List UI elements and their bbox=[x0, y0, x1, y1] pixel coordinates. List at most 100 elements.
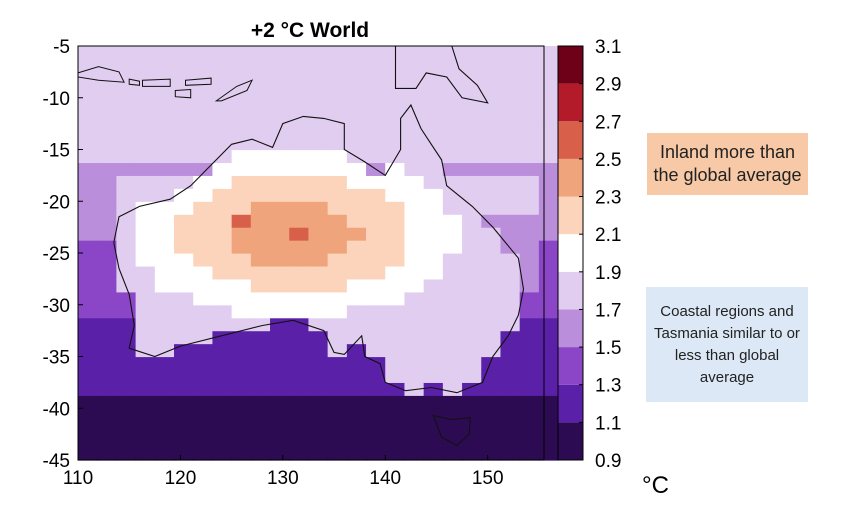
heatmap-cell bbox=[270, 278, 290, 293]
heatmap-cell bbox=[270, 343, 290, 358]
heatmap-cell bbox=[366, 71, 386, 86]
heatmap-cell bbox=[193, 291, 214, 306]
heatmap-cell bbox=[404, 291, 425, 306]
heatmap-cell bbox=[481, 278, 502, 293]
heatmap-cell bbox=[327, 317, 348, 332]
heatmap-cell bbox=[154, 201, 175, 215]
heatmap-cell bbox=[327, 58, 348, 73]
heatmap-cell bbox=[519, 46, 540, 60]
heatmap-cell bbox=[154, 188, 175, 202]
heatmap-cell bbox=[423, 304, 444, 319]
heatmap-cell bbox=[231, 447, 252, 461]
heatmap-cell bbox=[385, 214, 406, 228]
heatmap-cell bbox=[308, 343, 329, 358]
heatmap-cell bbox=[289, 408, 310, 422]
heatmap-cell bbox=[385, 434, 406, 448]
heatmap-cell bbox=[423, 317, 444, 332]
heatmap-cell bbox=[174, 240, 194, 254]
heatmap-cell bbox=[78, 227, 98, 241]
heatmap-cell bbox=[154, 447, 175, 461]
heatmap-cell bbox=[154, 434, 175, 448]
heatmap-cell bbox=[193, 162, 214, 176]
heatmap-cell bbox=[174, 447, 194, 461]
heatmap-cell bbox=[270, 214, 290, 228]
heatmap-cell bbox=[308, 369, 329, 383]
heatmap-cell bbox=[538, 240, 559, 254]
heatmap-cell bbox=[404, 46, 425, 60]
heatmap-cell bbox=[116, 317, 137, 332]
heatmap-cell bbox=[346, 84, 367, 99]
heatmap-cell bbox=[462, 291, 482, 306]
heatmap-cell bbox=[462, 395, 482, 409]
heatmap-cell bbox=[289, 175, 310, 189]
colorbar-band bbox=[558, 271, 583, 310]
heatmap-cell bbox=[404, 149, 425, 164]
colorbar-tick-label: 2.3 bbox=[595, 188, 621, 209]
heatmap-cell bbox=[78, 162, 98, 176]
heatmap-cell bbox=[135, 317, 156, 332]
heatmap-cell bbox=[135, 188, 156, 202]
heatmap-cell bbox=[174, 71, 194, 86]
heatmap-cell bbox=[308, 265, 329, 280]
heatmap-cell bbox=[519, 227, 540, 241]
heatmap-cell bbox=[193, 278, 214, 293]
heatmap-cell bbox=[289, 136, 310, 151]
heatmap-cell bbox=[519, 369, 540, 383]
heatmap-cell bbox=[423, 395, 444, 409]
colorbar-tick-label: 2.5 bbox=[595, 150, 621, 171]
heatmap-cell bbox=[538, 356, 559, 371]
heatmap-cell bbox=[519, 330, 540, 345]
heatmap-cell bbox=[538, 253, 559, 267]
heatmap-cell bbox=[404, 188, 425, 202]
heatmap-cell bbox=[519, 175, 540, 189]
heatmap-cell bbox=[270, 408, 290, 422]
heatmap-cell bbox=[212, 162, 233, 176]
heatmap-cell bbox=[270, 58, 290, 73]
heatmap-cell bbox=[327, 188, 348, 202]
heatmap-cell bbox=[385, 97, 406, 112]
heatmap-cell bbox=[462, 317, 482, 332]
heatmap-cell bbox=[135, 240, 156, 254]
heatmap-cell bbox=[308, 317, 329, 332]
heatmap-cell bbox=[366, 421, 386, 435]
heatmap-cell bbox=[212, 110, 233, 125]
heatmap-cell bbox=[500, 58, 521, 73]
heatmap-cell bbox=[270, 317, 290, 332]
heatmap-cell bbox=[481, 149, 502, 164]
heatmap-cell bbox=[270, 434, 290, 448]
heatmap-cell bbox=[385, 408, 406, 422]
heatmap-cell bbox=[116, 227, 137, 241]
heatmap-cell bbox=[97, 149, 118, 164]
heatmap-cell bbox=[231, 304, 252, 319]
heatmap-cell bbox=[97, 188, 118, 202]
heatmap-cell bbox=[250, 123, 271, 138]
heatmap-cell bbox=[519, 58, 540, 73]
heatmap-cell bbox=[442, 343, 463, 358]
heatmap-cell bbox=[289, 253, 310, 267]
heatmap-cell bbox=[135, 382, 156, 396]
heatmap-cell bbox=[135, 214, 156, 228]
heatmap-cell bbox=[327, 71, 348, 86]
heatmap-cell bbox=[212, 71, 233, 86]
heatmap-cell bbox=[174, 136, 194, 151]
heatmap-cell bbox=[404, 278, 425, 293]
heatmap-cell bbox=[270, 149, 290, 164]
heatmap-cell bbox=[519, 123, 540, 138]
heatmap-cell bbox=[481, 434, 502, 448]
heatmap-cell bbox=[519, 84, 540, 99]
heatmap-cell bbox=[250, 214, 271, 228]
heatmap-cell bbox=[442, 278, 463, 293]
heatmap-cell bbox=[500, 304, 521, 319]
heatmap-cell bbox=[78, 240, 98, 254]
heatmap-cell bbox=[500, 317, 521, 332]
heatmap-cell bbox=[250, 317, 271, 332]
heatmap-cell bbox=[404, 162, 425, 176]
heatmap-cell bbox=[308, 149, 329, 164]
coastal-annotation: Coastal regions and Tasmania similar to … bbox=[646, 287, 808, 402]
heatmap-cell bbox=[404, 71, 425, 86]
heatmap-cell bbox=[346, 188, 367, 202]
heatmap-cell bbox=[250, 382, 271, 396]
heatmap-cell bbox=[289, 201, 310, 215]
heatmap-cell bbox=[289, 291, 310, 306]
heatmap-cell bbox=[250, 240, 271, 254]
